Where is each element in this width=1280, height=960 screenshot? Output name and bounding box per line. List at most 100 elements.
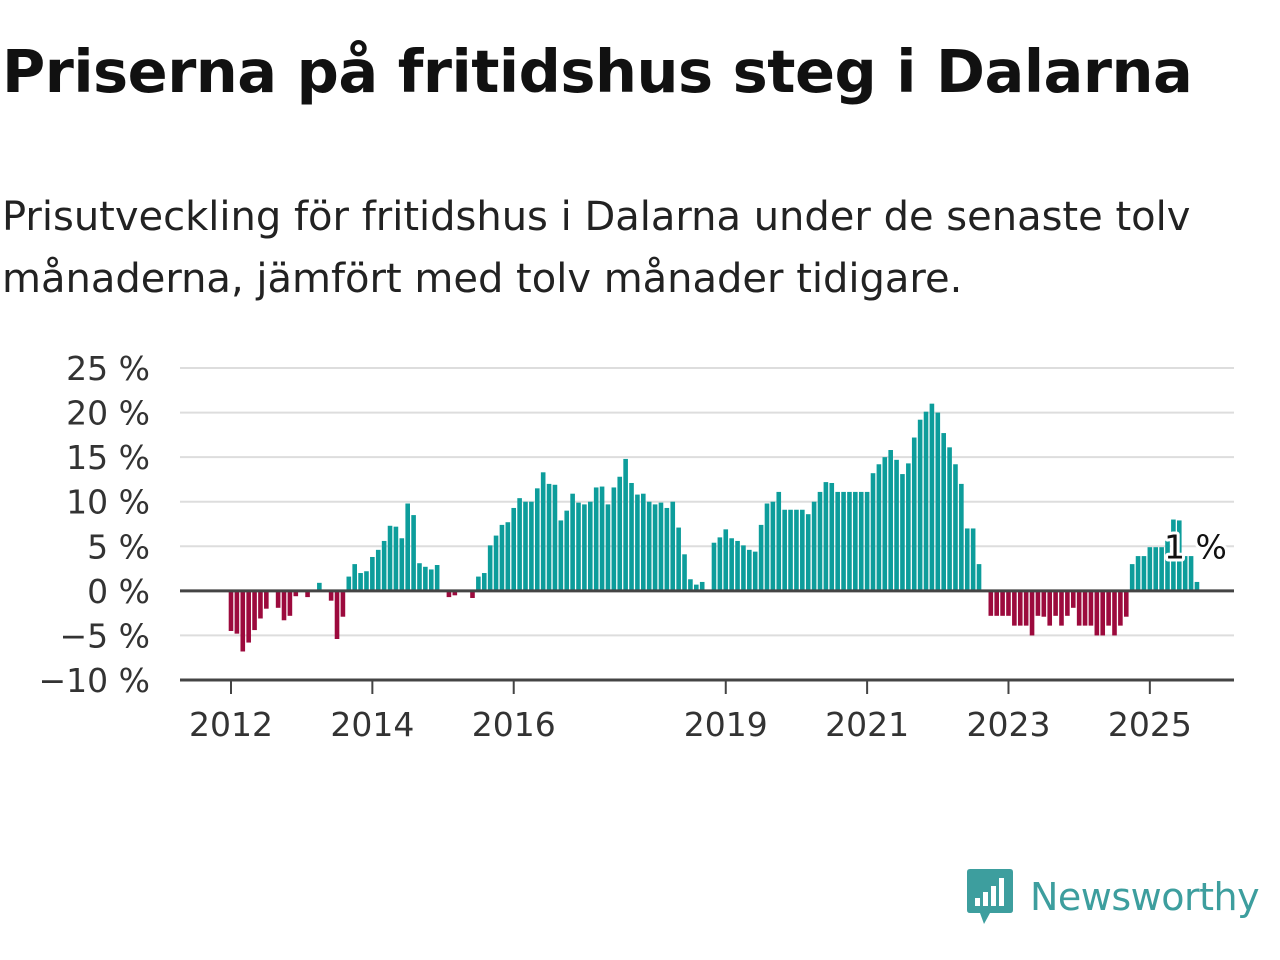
brand-name: Newsworthy xyxy=(1030,875,1260,919)
bar xyxy=(523,501,528,591)
price-change-chart: 25 % 20 % 15 % 10 % 5 % 0 % −5 % −10 % 2012 2014… xyxy=(39,349,1234,744)
bar xyxy=(452,590,458,596)
bar xyxy=(1082,590,1088,626)
bar xyxy=(870,473,876,591)
bar xyxy=(1094,590,1100,636)
bar xyxy=(1047,590,1053,626)
x-tick-label: 2025 xyxy=(1108,705,1192,744)
bar xyxy=(1112,590,1117,636)
bar xyxy=(782,509,787,591)
bar xyxy=(599,486,605,591)
x-tick-label: 2016 xyxy=(472,705,556,744)
bar xyxy=(258,590,263,619)
bar xyxy=(1194,581,1200,591)
bar xyxy=(699,581,705,591)
bar xyxy=(911,437,917,591)
bar xyxy=(800,509,805,591)
bar xyxy=(428,569,434,591)
bar xyxy=(1100,590,1106,636)
bar xyxy=(346,576,352,591)
page-title: Priserna på fritidshus steg i Dalarna xyxy=(2,37,1193,106)
bar xyxy=(481,573,487,591)
bar xyxy=(941,433,946,591)
bar xyxy=(1153,547,1159,591)
x-tick-label: 2012 xyxy=(189,705,273,744)
bar xyxy=(234,590,240,634)
x-tick-label: 2023 xyxy=(966,705,1050,744)
bar xyxy=(900,474,905,591)
bar xyxy=(970,528,976,591)
bar xyxy=(629,482,634,591)
bar xyxy=(1035,590,1041,616)
bar xyxy=(664,507,670,591)
bar xyxy=(752,551,758,591)
bar xyxy=(1123,590,1129,617)
bar xyxy=(829,482,835,591)
bar xyxy=(741,545,746,591)
bar xyxy=(1070,590,1076,608)
bar xyxy=(352,564,357,591)
bar xyxy=(1141,556,1147,591)
bar xyxy=(1159,547,1164,591)
bar xyxy=(976,564,982,591)
bar xyxy=(558,520,564,591)
bar xyxy=(281,590,287,621)
bar xyxy=(635,494,640,591)
bar xyxy=(1129,564,1135,591)
bar xyxy=(658,502,664,591)
bar xyxy=(894,459,899,591)
y-axis-labels: 25 % 20 % 15 % 10 % 5 % 0 % −5 % −10 % xyxy=(39,349,151,700)
y-tick-label: 5 % xyxy=(87,527,150,566)
bar xyxy=(1088,590,1094,626)
bar xyxy=(417,563,422,591)
bar xyxy=(264,590,269,609)
bar xyxy=(864,491,870,591)
bar xyxy=(534,488,540,591)
bar xyxy=(1053,590,1058,616)
bar xyxy=(370,556,375,591)
bar xyxy=(446,590,452,598)
x-axis-labels: 2012 2014 2016 2019 2021 2023 2025 xyxy=(189,680,1192,744)
bar xyxy=(381,540,387,591)
y-tick-label: 15 % xyxy=(66,438,150,477)
bar xyxy=(876,464,882,591)
bar xyxy=(1006,590,1011,616)
bar xyxy=(328,590,334,601)
bar xyxy=(240,590,246,652)
bar xyxy=(364,571,369,591)
y-tick-label: −5 % xyxy=(60,616,151,655)
bar xyxy=(1188,556,1194,591)
bar xyxy=(788,509,793,591)
y-tick-label: 25 % xyxy=(66,349,150,388)
bar xyxy=(994,590,999,616)
x-tick-label: 2014 xyxy=(330,705,414,744)
bar xyxy=(929,403,935,591)
bar xyxy=(688,579,693,591)
bar xyxy=(817,491,823,591)
bar xyxy=(434,565,440,591)
bar xyxy=(1147,547,1153,591)
bar xyxy=(1000,590,1005,616)
bar xyxy=(1182,556,1188,591)
bar xyxy=(317,582,322,591)
bar xyxy=(694,584,699,591)
bar xyxy=(423,566,428,591)
axes xyxy=(180,589,1234,682)
latest-value-label: 1 % xyxy=(1164,527,1227,566)
y-tick-label: 10 % xyxy=(66,483,150,522)
bar xyxy=(1065,590,1070,616)
bar xyxy=(888,450,893,591)
bar xyxy=(835,491,840,591)
bar xyxy=(988,590,994,616)
x-tick-label: 2021 xyxy=(825,705,909,744)
bar xyxy=(811,501,817,591)
bar xyxy=(764,503,770,591)
bar xyxy=(959,483,964,591)
bar xyxy=(676,527,681,591)
bar xyxy=(617,476,623,591)
bar xyxy=(1041,590,1047,617)
bar xyxy=(641,493,646,591)
bar xyxy=(576,502,581,591)
bar xyxy=(735,540,740,591)
bar xyxy=(805,514,811,591)
